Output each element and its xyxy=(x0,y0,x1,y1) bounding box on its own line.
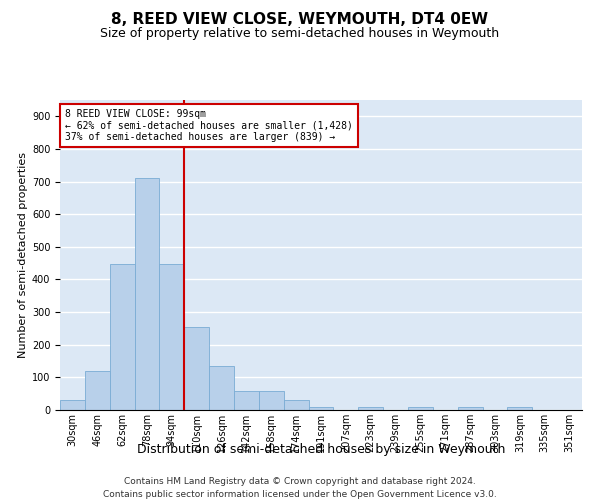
Bar xyxy=(209,366,234,410)
Bar xyxy=(458,406,482,410)
Bar xyxy=(408,406,433,410)
Text: 8, REED VIEW CLOSE, WEYMOUTH, DT4 0EW: 8, REED VIEW CLOSE, WEYMOUTH, DT4 0EW xyxy=(112,12,488,28)
Bar xyxy=(160,264,184,410)
Text: 8 REED VIEW CLOSE: 99sqm
← 62% of semi-detached houses are smaller (1,428)
37% o: 8 REED VIEW CLOSE: 99sqm ← 62% of semi-d… xyxy=(65,110,353,142)
Y-axis label: Number of semi-detached properties: Number of semi-detached properties xyxy=(17,152,28,358)
Bar xyxy=(184,327,209,410)
Bar xyxy=(134,178,160,410)
Bar xyxy=(308,406,334,410)
Text: Distribution of semi-detached houses by size in Weymouth: Distribution of semi-detached houses by … xyxy=(137,442,505,456)
Bar xyxy=(60,400,85,410)
Bar xyxy=(358,406,383,410)
Text: Contains HM Land Registry data © Crown copyright and database right 2024.
Contai: Contains HM Land Registry data © Crown c… xyxy=(103,478,497,499)
Bar xyxy=(284,400,308,410)
Bar xyxy=(110,264,134,410)
Bar xyxy=(259,392,284,410)
Bar xyxy=(234,392,259,410)
Text: Size of property relative to semi-detached houses in Weymouth: Size of property relative to semi-detach… xyxy=(100,28,500,40)
Bar xyxy=(508,406,532,410)
Bar xyxy=(85,372,110,410)
